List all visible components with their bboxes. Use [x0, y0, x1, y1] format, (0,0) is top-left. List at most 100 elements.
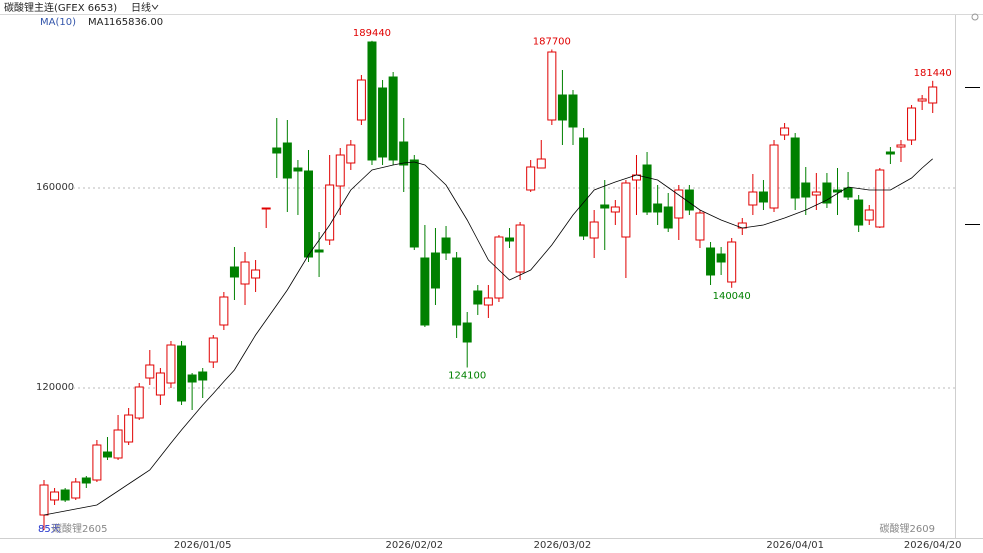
candle-body	[589, 221, 599, 239]
candle-body	[663, 206, 673, 229]
candle-body	[219, 296, 229, 326]
candle-body	[102, 451, 112, 458]
candle-body	[600, 204, 610, 209]
candle-body	[367, 41, 377, 161]
candle-body	[251, 269, 261, 279]
candle-body	[811, 191, 821, 196]
candle-body	[843, 187, 853, 198]
candle-body	[896, 144, 906, 148]
candle-body	[187, 374, 197, 383]
candle-body	[727, 241, 737, 283]
candle-body	[917, 98, 927, 102]
candle-body	[50, 491, 60, 501]
candle-body	[473, 290, 483, 305]
candle-body	[854, 199, 864, 226]
candle-body	[769, 144, 779, 209]
candle-body	[568, 94, 578, 128]
candle-body	[314, 249, 324, 253]
candle-body	[621, 182, 631, 238]
candle-body	[441, 237, 451, 254]
candle-body	[716, 253, 726, 263]
candle-body	[579, 137, 589, 237]
high-label: 181440	[914, 68, 952, 79]
candle-body	[39, 484, 49, 516]
candle-body	[272, 147, 282, 154]
ma-value: 165836.00	[109, 17, 163, 28]
candle-body	[462, 322, 472, 343]
y-tick-label: 160000	[36, 182, 74, 193]
candle-body	[420, 257, 430, 326]
ma-line	[43, 158, 933, 516]
candle-body	[198, 371, 208, 381]
high-label: 189440	[353, 28, 391, 39]
candle-body	[928, 86, 938, 104]
contract-right: 碳酸锂2609	[880, 522, 935, 535]
candle-body	[515, 224, 525, 273]
candle-body	[388, 76, 398, 161]
candle-body	[293, 167, 303, 172]
candle-body	[875, 169, 885, 228]
candle-body	[378, 87, 388, 158]
candle-body	[505, 237, 515, 242]
candle-body	[430, 252, 440, 289]
candle-body	[177, 345, 187, 402]
candle-body	[399, 141, 409, 166]
ma-indicator-label: MA(10)	[40, 17, 76, 28]
candle-body	[758, 191, 768, 203]
ma-name: MA1	[88, 17, 110, 28]
x-tick-label: 2026/04/01	[766, 540, 824, 551]
candle-body	[92, 444, 102, 481]
candle-body	[166, 344, 176, 384]
low-label: 124100	[448, 371, 486, 382]
candle-body	[452, 257, 462, 326]
count-label: 85天	[38, 524, 61, 535]
candle-body	[134, 386, 144, 419]
candle-body	[885, 151, 895, 155]
candle-body	[526, 166, 536, 191]
candle-body	[409, 159, 419, 248]
candle-body	[748, 191, 758, 206]
x-tick-label: 2026/01/05	[174, 540, 232, 551]
period-label[interactable]: 日线	[131, 1, 151, 14]
high-label: 187700	[533, 37, 571, 48]
candle-body	[282, 142, 292, 179]
candle-body	[536, 158, 546, 169]
candle-body	[304, 170, 313, 258]
candle-body	[684, 189, 694, 211]
candle-body	[261, 207, 271, 210]
candle-body	[60, 489, 70, 501]
candle-body	[208, 337, 218, 363]
candle-body	[124, 414, 134, 443]
settings-icon[interactable]	[971, 13, 979, 21]
candle-body	[557, 94, 567, 121]
candle-body	[864, 209, 874, 221]
candle-body	[229, 266, 239, 278]
candle-body	[325, 184, 335, 241]
contract-left: 碳酸锂2605	[52, 522, 107, 535]
candle-body	[483, 297, 493, 306]
candle-body	[240, 261, 250, 285]
candle-body	[907, 107, 917, 141]
x-tick-label: 2026/04/20	[904, 540, 962, 551]
candle-body	[346, 144, 356, 164]
candle-body	[356, 79, 366, 121]
y-tick-label: 120000	[36, 382, 74, 393]
candle-body	[674, 189, 684, 219]
candle-body	[790, 137, 800, 199]
candle-body	[494, 236, 504, 299]
candle-body	[81, 477, 91, 484]
period-dropdown[interactable]	[151, 4, 159, 10]
candle-body	[822, 182, 832, 204]
candle-body	[642, 164, 652, 213]
candle-body	[706, 247, 716, 276]
candle-body	[71, 481, 81, 499]
x-tick-label: 2026/02/02	[385, 540, 443, 551]
candle-body	[145, 364, 155, 379]
candle-body	[610, 206, 620, 213]
chart-title: 碳酸锂主连(GFEX 6653)	[4, 1, 117, 14]
candle-body	[113, 429, 123, 459]
candle-body	[335, 154, 345, 187]
